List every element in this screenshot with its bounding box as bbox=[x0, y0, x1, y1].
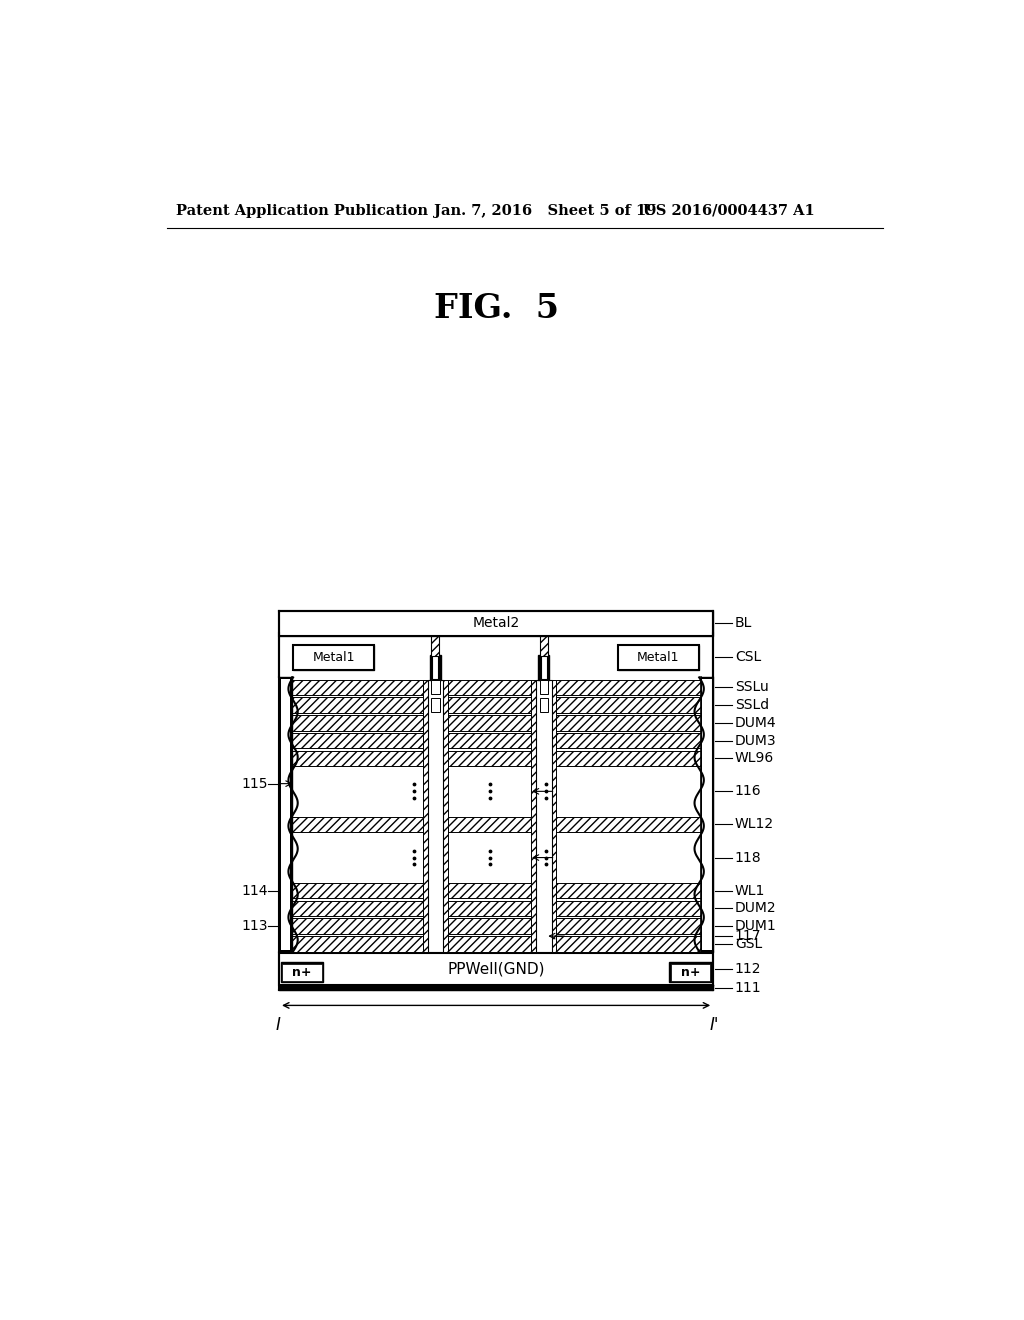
Bar bbox=[447, 733, 531, 748]
Bar bbox=[537, 680, 552, 952]
Text: DUM3: DUM3 bbox=[735, 734, 776, 747]
Bar bbox=[556, 697, 700, 713]
Bar bbox=[292, 697, 423, 713]
Bar bbox=[292, 715, 423, 730]
Text: 111: 111 bbox=[735, 981, 762, 995]
Bar bbox=[447, 715, 531, 730]
Text: DUM4: DUM4 bbox=[735, 715, 776, 730]
Bar bbox=[280, 677, 292, 952]
Text: 113: 113 bbox=[241, 919, 267, 933]
Bar bbox=[292, 751, 423, 766]
Text: BL: BL bbox=[735, 616, 753, 631]
Text: n+: n+ bbox=[681, 966, 700, 979]
Text: n+: n+ bbox=[292, 966, 311, 979]
Text: WL12: WL12 bbox=[735, 817, 774, 832]
Bar bbox=[293, 645, 375, 669]
Bar bbox=[447, 936, 531, 952]
Bar bbox=[556, 936, 700, 952]
Bar bbox=[281, 678, 290, 950]
Bar bbox=[423, 680, 428, 952]
Text: 114: 114 bbox=[241, 883, 267, 898]
Bar bbox=[280, 611, 713, 636]
Text: SSLd: SSLd bbox=[735, 698, 769, 711]
Bar bbox=[447, 697, 531, 713]
Bar bbox=[702, 678, 712, 950]
Bar bbox=[556, 817, 700, 832]
Bar bbox=[556, 733, 700, 748]
Bar bbox=[447, 919, 531, 933]
Bar bbox=[541, 656, 547, 678]
Bar bbox=[281, 962, 324, 982]
Text: WL1: WL1 bbox=[735, 883, 765, 898]
Text: GSL: GSL bbox=[735, 937, 762, 950]
Text: 112: 112 bbox=[735, 962, 761, 977]
Bar bbox=[539, 655, 549, 680]
Text: Patent Application Publication: Patent Application Publication bbox=[176, 203, 428, 218]
Text: I': I' bbox=[710, 1016, 720, 1034]
Bar bbox=[671, 964, 710, 981]
Bar bbox=[428, 680, 443, 952]
Bar bbox=[292, 883, 423, 899]
Bar bbox=[443, 680, 447, 952]
Bar bbox=[293, 645, 375, 669]
Bar bbox=[280, 985, 713, 990]
Bar bbox=[556, 751, 700, 766]
Text: Metal1: Metal1 bbox=[637, 651, 680, 664]
Bar bbox=[292, 817, 423, 832]
Bar bbox=[556, 715, 700, 730]
Text: Metal1: Metal1 bbox=[312, 651, 355, 664]
Text: Metal2: Metal2 bbox=[472, 616, 520, 631]
Bar bbox=[447, 680, 531, 696]
Bar bbox=[700, 677, 713, 952]
Text: PPWell(GND): PPWell(GND) bbox=[447, 962, 545, 977]
Text: WL96: WL96 bbox=[735, 751, 774, 766]
Bar bbox=[447, 883, 531, 899]
Bar bbox=[556, 883, 700, 899]
Text: US 2016/0004437 A1: US 2016/0004437 A1 bbox=[643, 203, 815, 218]
Bar bbox=[669, 962, 712, 982]
Bar bbox=[430, 655, 440, 680]
Bar bbox=[447, 751, 531, 766]
Bar bbox=[540, 681, 548, 694]
Bar bbox=[292, 680, 423, 696]
Bar bbox=[617, 645, 699, 669]
Bar bbox=[540, 636, 548, 656]
Bar bbox=[280, 611, 713, 636]
Bar bbox=[283, 964, 322, 981]
Bar bbox=[292, 919, 423, 933]
Text: Jan. 7, 2016   Sheet 5 of 19: Jan. 7, 2016 Sheet 5 of 19 bbox=[434, 203, 656, 218]
Text: 117: 117 bbox=[735, 929, 761, 942]
Bar bbox=[552, 680, 556, 952]
Text: 116: 116 bbox=[735, 784, 762, 799]
Text: 115: 115 bbox=[241, 776, 267, 791]
Text: CSL: CSL bbox=[735, 651, 761, 664]
Bar bbox=[556, 900, 700, 916]
Text: FIG.  5: FIG. 5 bbox=[433, 292, 559, 325]
Bar bbox=[556, 919, 700, 933]
Bar bbox=[292, 733, 423, 748]
Bar bbox=[431, 698, 439, 711]
Bar bbox=[531, 680, 537, 952]
Text: DUM2: DUM2 bbox=[735, 902, 776, 915]
Bar bbox=[617, 645, 699, 669]
Bar bbox=[556, 680, 700, 696]
Bar bbox=[432, 656, 438, 678]
Bar bbox=[447, 900, 531, 916]
Text: SSLu: SSLu bbox=[735, 680, 769, 694]
Bar bbox=[540, 698, 548, 711]
Bar bbox=[292, 900, 423, 916]
Text: I: I bbox=[275, 1016, 280, 1034]
Bar bbox=[292, 936, 423, 952]
Bar bbox=[431, 681, 439, 694]
Bar bbox=[447, 817, 531, 832]
Text: DUM1: DUM1 bbox=[735, 919, 776, 933]
Bar bbox=[280, 953, 713, 985]
Text: 118: 118 bbox=[735, 850, 762, 865]
Bar bbox=[431, 636, 439, 656]
